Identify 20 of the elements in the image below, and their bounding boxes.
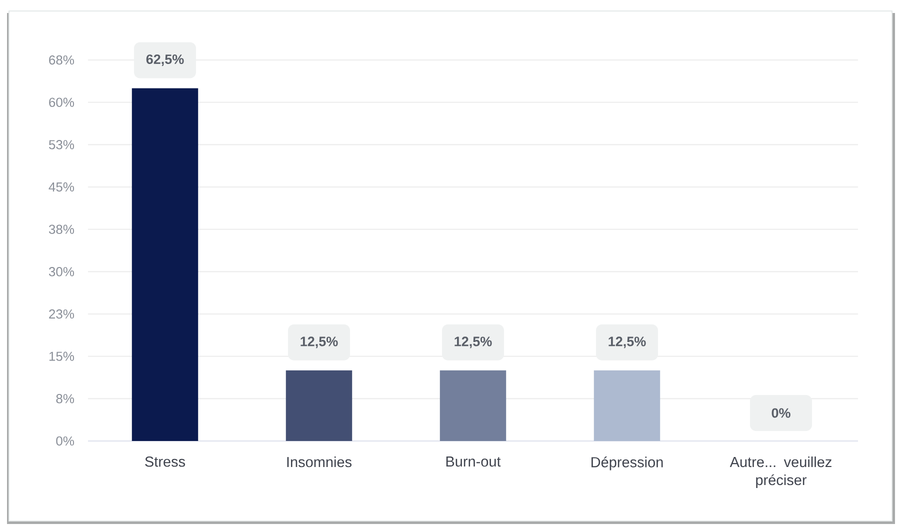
x-tick-label: Stress (145, 456, 186, 467)
data-label: 12,5% (608, 336, 646, 348)
x-tick-label: Insomnies (287, 456, 352, 468)
y-tick-label: 15% (49, 352, 74, 361)
x-tick-label: Autre... veuillez préciser (730, 456, 832, 488)
y-tick-label: 45% (48, 182, 74, 192)
data-label: 12,5% (454, 336, 492, 348)
x-tick-label: Dépression (592, 456, 663, 470)
data-label: 12,5% (300, 336, 338, 348)
y-tick-label: 68% (49, 55, 74, 65)
y-tick-label: 38% (48, 224, 74, 234)
y-tick-label: 60% (49, 98, 74, 107)
data-label: 62,5% (146, 54, 184, 66)
data-label: 0% (772, 408, 790, 418)
y-tick-label: 23% (49, 309, 74, 319)
y-tick-label: 8% (56, 394, 74, 404)
x-tick-label: Burn-out (446, 456, 501, 467)
y-tick-label: 53% (48, 140, 74, 150)
y-tick-label: 30% (48, 267, 74, 276)
y-tick-label: 0% (56, 436, 74, 446)
